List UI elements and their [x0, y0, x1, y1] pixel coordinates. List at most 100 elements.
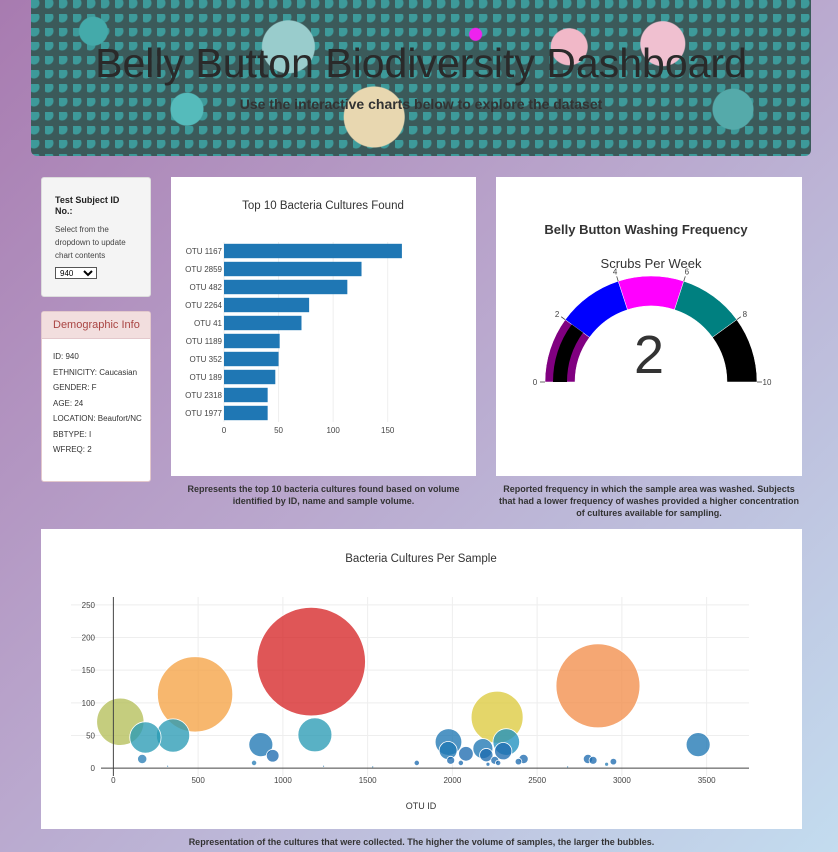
bar[interactable] [224, 315, 302, 331]
bubble-point[interactable] [371, 765, 375, 769]
bubble-point[interactable] [248, 732, 274, 758]
bar-category-label: OTU 41 [194, 319, 223, 328]
gauge-tick [616, 276, 619, 282]
bubble-ytick-label: 50 [86, 731, 95, 740]
bar-category-label: OTU 2318 [185, 391, 222, 400]
demo-id: ID: 940 [53, 352, 79, 361]
bar-chart-title: Top 10 Bacteria Cultures Found [242, 200, 404, 212]
bar-xtick-label: 100 [326, 426, 340, 435]
bar-xtick-label: 150 [381, 426, 395, 435]
bubble-point[interactable] [566, 765, 570, 769]
bubble-point[interactable] [322, 764, 325, 768]
bar[interactable] [224, 387, 268, 403]
bar[interactable] [224, 261, 362, 277]
bubble-xaxis-label: OTU ID [406, 801, 437, 811]
bubble-xtick-label: 3000 [613, 776, 631, 785]
bubble-xtick-label: 500 [191, 776, 205, 785]
bubble-point[interactable] [297, 717, 333, 753]
bar-category-label: OTU 2859 [185, 265, 222, 274]
bubble-chart[interactable]: Bacteria Cultures Per Sample 0 500 1000 150… [41, 529, 802, 829]
demographic-heading: Demographic Info [42, 312, 150, 339]
bar[interactable] [224, 333, 280, 349]
bubble-point[interactable] [685, 732, 711, 758]
bubble-point[interactable] [588, 755, 598, 765]
bubble-point[interactable] [494, 742, 513, 761]
bubble-point[interactable] [129, 721, 162, 754]
page-title: Belly Button Biodiversity Dashboard [95, 40, 747, 86]
gauge-tick [560, 316, 566, 321]
gauge-chart[interactable]: Belly Button Washing Frequency Scrubs Pe… [496, 177, 802, 476]
bar-category-label: OTU 2264 [185, 301, 222, 310]
demo-gender: GENDER: F [53, 383, 97, 392]
bubble-ytick-label: 100 [82, 699, 96, 708]
bubble-point[interactable] [609, 757, 618, 766]
bar-caption: Represents the top 10 bacteria cultures … [187, 484, 460, 506]
bubble-xtick-label: 1000 [274, 776, 292, 785]
bubble-point[interactable] [250, 759, 258, 766]
bubble-point[interactable] [458, 746, 474, 762]
gauge-tick-label: 8 [743, 310, 748, 319]
bubble-point[interactable] [413, 759, 420, 766]
bubble-point[interactable] [604, 761, 610, 767]
bubble-point[interactable] [485, 761, 491, 767]
bubble-xtick-label: 1500 [359, 776, 377, 785]
demographic-info-card: Demographic Info ID: 940 ETHNICITY: Cauc… [41, 311, 151, 482]
bubble-xtick-label: 2000 [443, 776, 461, 785]
demo-age: AGE: 24 [53, 398, 84, 408]
bubble-point[interactable] [256, 606, 366, 717]
bar-chart-card: Top 10 Bacteria Cultures Found OTU 1167 O… [171, 177, 476, 476]
bar-xtick-label: 0 [222, 426, 227, 435]
subject-selector-card: Test Subject ID No.: Select from the dro… [41, 177, 151, 297]
bubble-point[interactable] [265, 749, 280, 763]
bar-category-label: OTU 1167 [186, 247, 223, 256]
bar-category-label: OTU 482 [190, 283, 223, 292]
bubble-point[interactable] [157, 656, 234, 733]
gauge-tick [683, 276, 686, 282]
bubble-point[interactable] [479, 748, 494, 763]
gauge-tick-label: 2 [555, 310, 560, 319]
gauge-tick-label: 10 [763, 378, 772, 387]
demo-wfreq: WFREQ: 2 [53, 445, 92, 454]
bubble-ytick-label: 250 [82, 601, 96, 610]
demo-bbtype: BBTYPE: I [53, 429, 92, 439]
bar[interactable] [224, 351, 279, 367]
bar[interactable] [224, 243, 402, 259]
gauge-band [712, 319, 758, 383]
bubble-point[interactable] [457, 759, 464, 766]
gauge-value-bar [553, 324, 584, 382]
bubble-point[interactable] [155, 718, 191, 753]
gauge-band [617, 275, 685, 311]
gauge-caption: Reported frequency in which the sample a… [498, 484, 800, 518]
bubble-chart-title: Bacteria Cultures Per Sample [345, 553, 496, 565]
gauge-tick-label: 4 [613, 268, 618, 277]
page-subtitle: Use the interactive charts below to expl… [239, 96, 603, 112]
bar[interactable] [224, 405, 268, 421]
gauge-tick [736, 316, 742, 321]
bar-category-label: OTU 189 [190, 373, 223, 382]
bar[interactable] [224, 369, 276, 385]
gauge-chart-card: Belly Button Washing Frequency Scrubs Pe… [496, 177, 802, 476]
bar-chart[interactable]: Top 10 Bacteria Cultures Found OTU 1167 O… [171, 177, 476, 476]
bubble-ytick-label: 150 [82, 666, 96, 675]
demographic-body: ID: 940 ETHNICITY: Caucasian GENDER: F A… [42, 339, 150, 454]
gauge-tick-label: 0 [533, 378, 538, 387]
bar-category-label: OTU 352 [190, 355, 223, 364]
bar[interactable] [224, 279, 348, 295]
gauge-subtitle: Scrubs Per Week [601, 256, 702, 271]
bubble-point[interactable] [514, 757, 523, 766]
selector-title: Test Subject ID No.: [55, 195, 120, 216]
demo-ethnicity: ETHNICITY: Caucasian [53, 367, 138, 377]
gauge-title: Belly Button Washing Frequency [544, 222, 748, 237]
bubble-point[interactable] [446, 755, 456, 765]
bubble-xtick-label: 2500 [528, 776, 546, 785]
subject-id-dropdown[interactable]: 940 [55, 267, 97, 279]
bubble-ytick-label: 0 [91, 764, 96, 773]
bar-xtick-label: 50 [274, 426, 283, 435]
bar[interactable] [224, 297, 310, 313]
bubble-point[interactable] [137, 753, 148, 765]
bubble-point[interactable] [495, 759, 502, 766]
demo-location: LOCATION: Beaufort/NC [53, 414, 142, 423]
bubble-point[interactable] [555, 643, 641, 729]
hero-banner: Belly Button Biodiversity Dashboard Use … [31, 0, 811, 156]
bubble-point[interactable] [166, 764, 170, 768]
